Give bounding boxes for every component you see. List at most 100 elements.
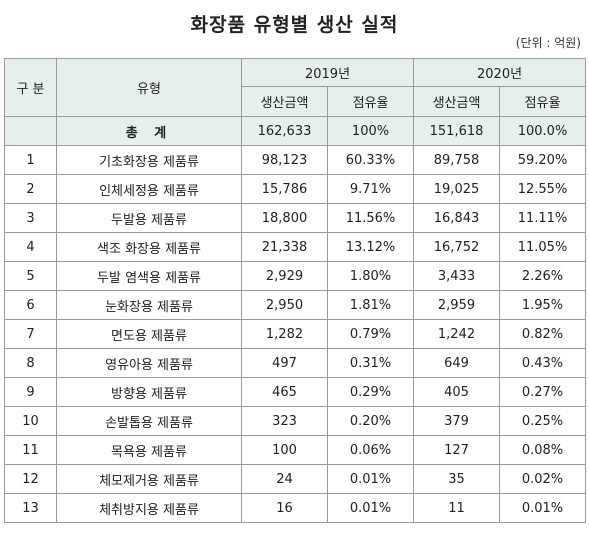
share-2019-cell: 0.06% (326, 435, 415, 465)
production-2019-cell: 24 (241, 464, 328, 494)
row-number-cell: 8 (4, 348, 57, 378)
share-2019-cell: 60.33% (326, 145, 415, 175)
table-row: 7 면도용 제품류 1,282 0.79% 1,242 0.82% (4, 319, 587, 349)
product-type-cell: 두발 염색용 제품류 (56, 261, 242, 291)
share-2020-cell: 0.25% (499, 406, 587, 436)
production-2019-cell: 21,338 (241, 232, 328, 262)
share-2020-cell: 11.11% (499, 203, 587, 233)
header-type: 유형 (56, 58, 242, 117)
header-no: 구 분 (4, 58, 57, 117)
production-2020-cell: 649 (413, 348, 501, 378)
share-2020-cell: 1.95% (499, 290, 587, 320)
row-number-cell: 2 (4, 174, 57, 204)
product-type-cell: 기초화장용 제품류 (56, 145, 242, 175)
row-number-cell: 7 (4, 319, 57, 349)
production-2019-cell: 1,282 (241, 319, 328, 349)
header-share-2020: 점유율 (499, 86, 587, 117)
production-2019-cell: 18,800 (241, 203, 328, 233)
production-2020-cell: 405 (413, 377, 501, 407)
share-2019-cell: 0.31% (326, 348, 415, 378)
share-2019-cell: 11.56% (326, 203, 415, 233)
row-number-cell: 3 (4, 203, 57, 233)
production-2020-cell: 1,242 (413, 319, 501, 349)
production-2020-cell: 16,752 (413, 232, 501, 262)
product-type-cell: 인체세정용 제품류 (56, 174, 242, 204)
product-type-cell: 손발톱용 제품류 (56, 406, 242, 436)
total-production-2019: 162,633 (241, 116, 328, 146)
row-number-cell: 6 (4, 290, 57, 320)
share-2020-cell: 59.20% (499, 145, 587, 175)
header-year-2019: 2019년 (240, 58, 415, 87)
total-row: 총 계 162,633 100% 151,618 100.0% (4, 116, 587, 146)
product-type-cell: 목욕용 제품류 (56, 435, 242, 465)
total-label: 총 계 (56, 116, 242, 146)
production-2019-cell: 98,123 (241, 145, 328, 175)
table-row: 1 기초화장용 제품류 98,123 60.33% 89,758 59.20% (4, 145, 587, 175)
production-2020-cell: 127 (413, 435, 501, 465)
production-2019-cell: 2,929 (241, 261, 328, 291)
share-2019-cell: 0.01% (326, 464, 415, 494)
row-number-cell: 5 (4, 261, 57, 291)
header-share-2019: 점유율 (326, 86, 415, 117)
production-2020-cell: 2,959 (413, 290, 501, 320)
header-production-2020: 생산금액 (413, 86, 501, 117)
product-type-cell: 방향용 제품류 (56, 377, 242, 407)
header-production-2019: 생산금액 (241, 86, 328, 117)
total-share-2020: 100.0% (499, 116, 587, 146)
total-no-cell (4, 116, 57, 146)
share-2019-cell: 0.29% (326, 377, 415, 407)
total-production-2020: 151,618 (413, 116, 501, 146)
share-2019-cell: 0.20% (326, 406, 415, 436)
production-2020-cell: 19,025 (413, 174, 501, 204)
share-2020-cell: 0.82% (499, 319, 587, 349)
table-row: 3 두발용 제품류 18,800 11.56% 16,843 11.11% (4, 203, 587, 233)
table-row: 2 인체세정용 제품류 15,786 9.71% 19,025 12.55% (4, 174, 587, 204)
production-2020-cell: 35 (413, 464, 501, 494)
row-number-cell: 12 (4, 464, 57, 494)
share-2019-cell: 0.01% (326, 493, 415, 523)
production-2019-cell: 16 (241, 493, 328, 523)
table-row: 5 두발 염색용 제품류 2,929 1.80% 3,433 2.26% (4, 261, 587, 291)
production-2020-cell: 3,433 (413, 261, 501, 291)
table-row: 12 체모제거용 제품류 24 0.01% 35 0.02% (4, 464, 587, 494)
share-2019-cell: 9.71% (326, 174, 415, 204)
production-2019-cell: 2,950 (241, 290, 328, 320)
row-number-cell: 10 (4, 406, 57, 436)
share-2019-cell: 13.12% (326, 232, 415, 262)
production-2019-cell: 465 (241, 377, 328, 407)
header-year-2020: 2020년 (413, 58, 587, 87)
table-row: 11 목욕용 제품류 100 0.06% 127 0.08% (4, 435, 587, 465)
row-number-cell: 9 (4, 377, 57, 407)
production-table: 구 분 유형 2019년 2020년 생산금액 점유율 생산금액 점유율 총 계… (4, 58, 587, 523)
production-2019-cell: 15,786 (241, 174, 328, 204)
share-2019-cell: 1.80% (326, 261, 415, 291)
table-row: 10 손발톱용 제품류 323 0.20% 379 0.25% (4, 406, 587, 436)
share-2020-cell: 11.05% (499, 232, 587, 262)
share-2020-cell: 0.27% (499, 377, 587, 407)
share-2020-cell: 0.08% (499, 435, 587, 465)
page-title: 화장품 유형별 생산 실적 (190, 14, 399, 36)
table-row: 8 영유아용 제품류 497 0.31% 649 0.43% (4, 348, 587, 378)
product-type-cell: 색조 화장용 제품류 (56, 232, 242, 262)
unit-note: (단위 : 억원) (515, 36, 581, 50)
production-2020-cell: 16,843 (413, 203, 501, 233)
row-number-cell: 11 (4, 435, 57, 465)
production-2020-cell: 89,758 (413, 145, 501, 175)
production-2019-cell: 100 (241, 435, 328, 465)
table-row: 9 방향용 제품류 465 0.29% 405 0.27% (4, 377, 587, 407)
product-type-cell: 눈화장용 제품류 (56, 290, 242, 320)
production-2020-cell: 379 (413, 406, 501, 436)
share-2019-cell: 1.81% (326, 290, 415, 320)
share-2020-cell: 0.01% (499, 493, 587, 523)
production-2020-cell: 11 (413, 493, 501, 523)
product-type-cell: 면도용 제품류 (56, 319, 242, 349)
share-2020-cell: 0.02% (499, 464, 587, 494)
share-2020-cell: 12.55% (499, 174, 587, 204)
table-row: 6 눈화장용 제품류 2,950 1.81% 2,959 1.95% (4, 290, 587, 320)
row-number-cell: 13 (4, 493, 57, 523)
product-type-cell: 체모제거용 제품류 (56, 464, 242, 494)
product-type-cell: 영유아용 제품류 (56, 348, 242, 378)
share-2020-cell: 0.43% (499, 348, 587, 378)
table-row: 4 색조 화장용 제품류 21,338 13.12% 16,752 11.05% (4, 232, 587, 262)
share-2019-cell: 0.79% (326, 319, 415, 349)
